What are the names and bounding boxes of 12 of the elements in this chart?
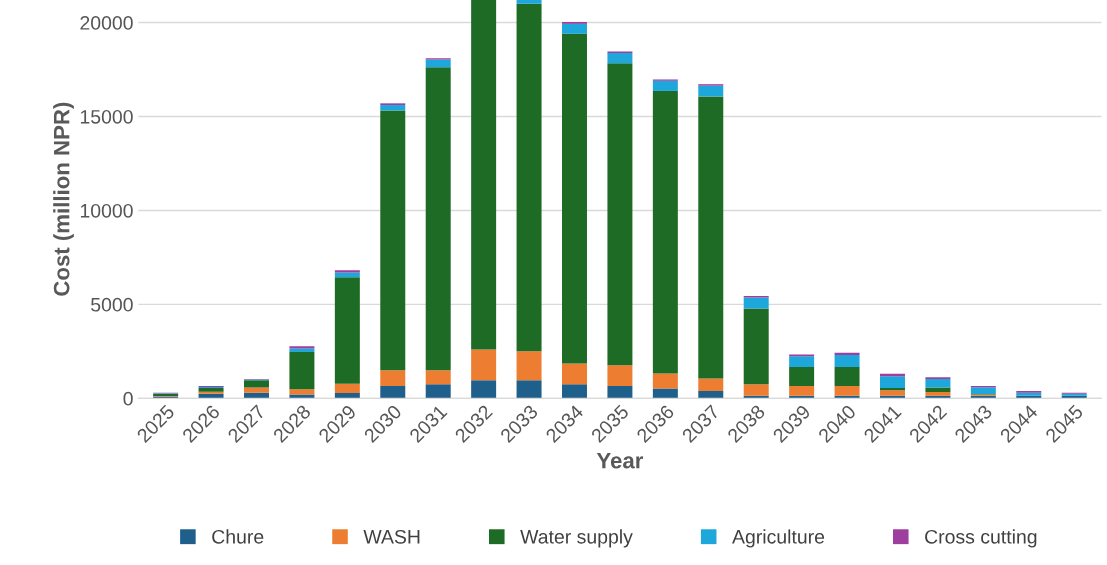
y-tick-label: 15000 <box>80 109 133 124</box>
x-axis-title: Year <box>596 452 644 469</box>
y-axis-title: Cost (million NPR) <box>53 102 74 296</box>
y-tick-label: 5000 <box>91 297 133 312</box>
y-tick-label: 20000 <box>80 16 133 30</box>
legend-label: Agriculture <box>732 529 825 548</box>
legend-label: Chure <box>212 529 264 544</box>
y-tick-label: 10000 <box>80 203 133 218</box>
legend-label: WASH <box>363 529 420 544</box>
legend-label: Cross cutting <box>925 529 1037 548</box>
legend-label: Water supply <box>520 529 633 548</box>
y-tick-label: 0 <box>123 391 133 406</box>
